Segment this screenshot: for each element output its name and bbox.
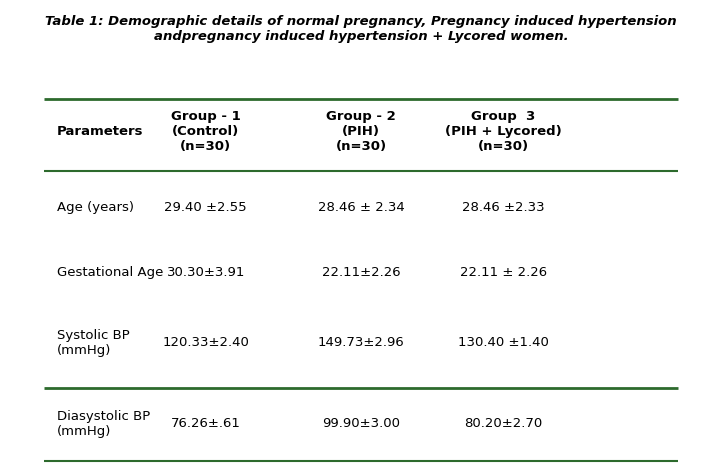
Text: 29.40 ±2.55: 29.40 ±2.55 <box>165 201 247 214</box>
Text: Systolic BP
(mmHg): Systolic BP (mmHg) <box>57 329 129 357</box>
Text: 120.33±2.40: 120.33±2.40 <box>162 336 249 349</box>
Text: 22.11±2.26: 22.11±2.26 <box>322 267 400 279</box>
Text: 22.11 ± 2.26: 22.11 ± 2.26 <box>460 267 547 279</box>
Text: 28.46 ± 2.34: 28.46 ± 2.34 <box>318 201 404 214</box>
Text: 99.90±3.00: 99.90±3.00 <box>322 417 400 430</box>
Text: 30.30±3.91: 30.30±3.91 <box>167 267 245 279</box>
Text: Diasystolic BP
(mmHg): Diasystolic BP (mmHg) <box>57 410 150 438</box>
Text: Parameters: Parameters <box>57 125 144 138</box>
Text: 149.73±2.96: 149.73±2.96 <box>318 336 404 349</box>
Text: Age (years): Age (years) <box>57 201 134 214</box>
Text: 80.20±2.70: 80.20±2.70 <box>464 417 542 430</box>
Text: Gestational Age: Gestational Age <box>57 267 163 279</box>
Text: Group  3
(PIH + Lycored)
(n=30): Group 3 (PIH + Lycored) (n=30) <box>445 110 562 153</box>
Text: Table 1: Demographic details of normal pregnancy, Pregnancy induced hypertension: Table 1: Demographic details of normal p… <box>45 15 677 43</box>
Text: 76.26±.61: 76.26±.61 <box>170 417 240 430</box>
Text: 28.46 ±2.33: 28.46 ±2.33 <box>462 201 544 214</box>
Text: 130.40 ±1.40: 130.40 ±1.40 <box>458 336 549 349</box>
Text: Group - 2
(PIH)
(n=30): Group - 2 (PIH) (n=30) <box>326 110 396 153</box>
Text: Group - 1
(Control)
(n=30): Group - 1 (Control) (n=30) <box>171 110 240 153</box>
